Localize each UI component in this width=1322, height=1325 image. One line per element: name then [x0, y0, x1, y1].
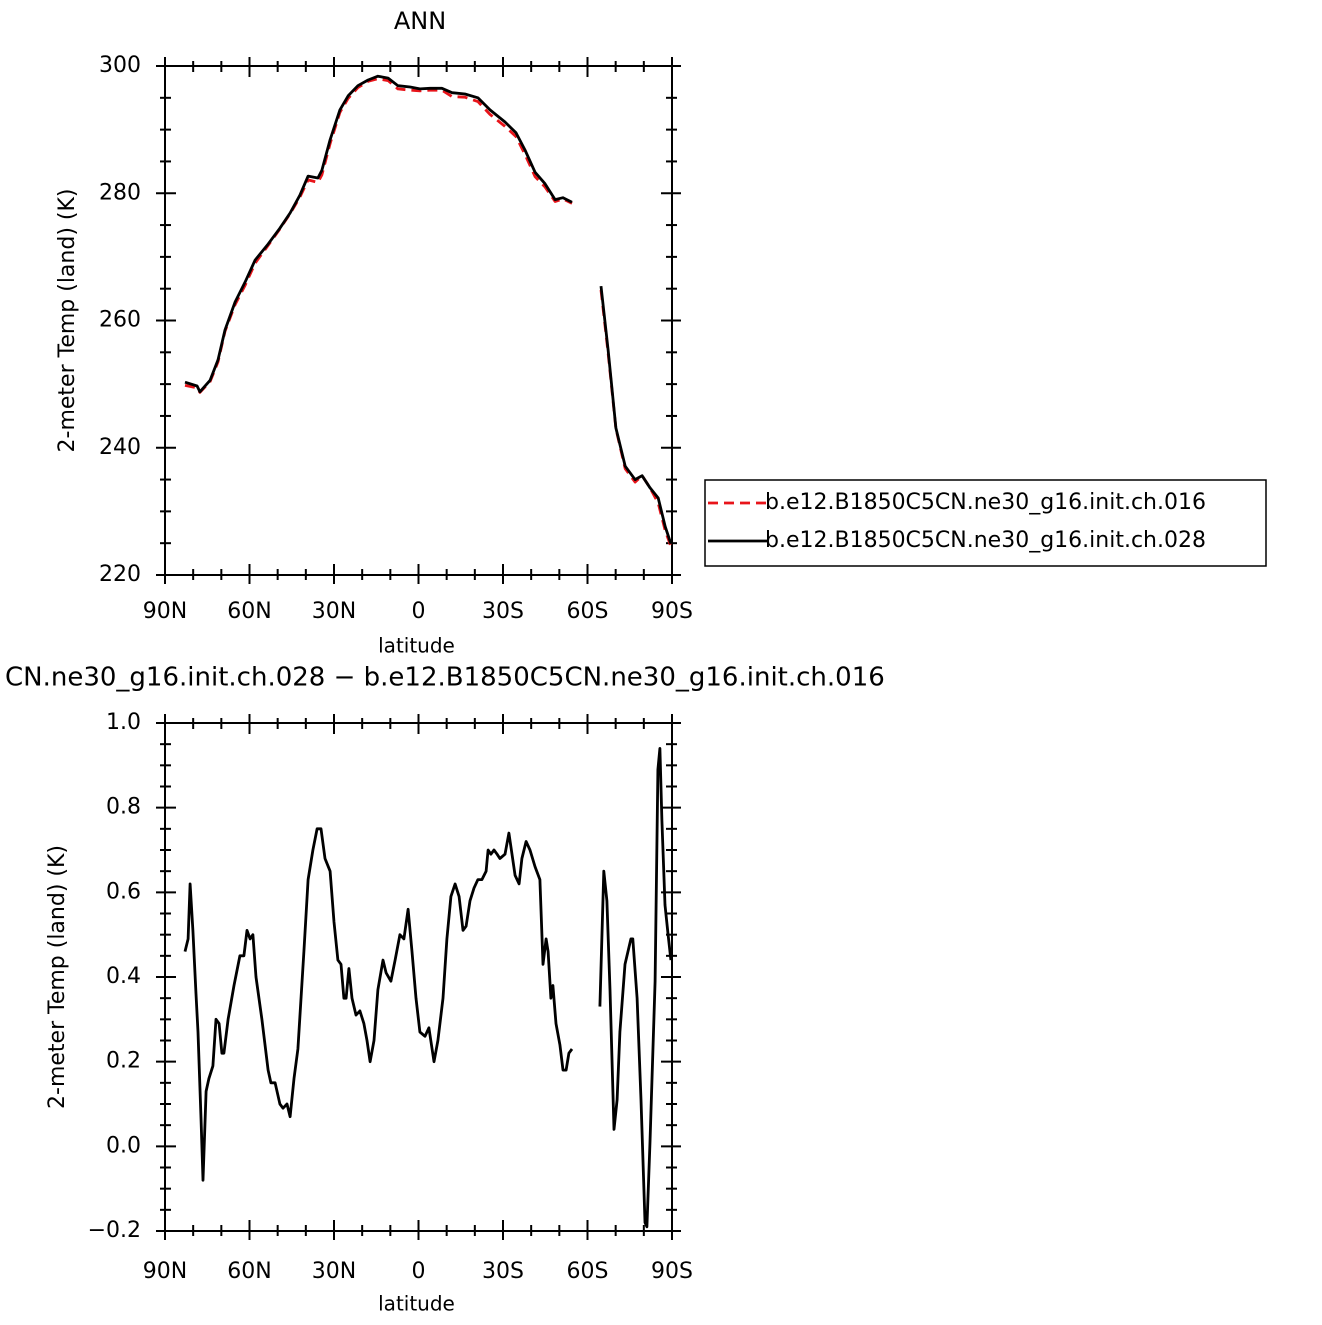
y-tick-label: 240 — [99, 435, 141, 460]
x-tick-label: 60N — [227, 1259, 271, 1284]
y-axis-label: 2-meter Temp (land) (K) — [45, 845, 70, 1109]
y-tick-label: −0.2 — [88, 1218, 141, 1243]
y-tick-label: 0.0 — [106, 1133, 141, 1158]
data-line — [183, 747, 673, 1229]
x-axis-label: latitude — [378, 634, 455, 658]
x-tick-label: 90N — [143, 599, 187, 624]
legend-box — [704, 479, 1267, 567]
y-tick-label: 1.0 — [106, 710, 141, 735]
y-tick-label: 280 — [99, 180, 141, 205]
x-tick-label: 90S — [651, 1259, 693, 1284]
x-tick-label: 0 — [412, 599, 426, 624]
y-tick-label: 260 — [99, 308, 141, 333]
y-axis-label: 2-meter Temp (land) (K) — [55, 189, 80, 453]
data-line — [184, 77, 673, 547]
chart-title: CN.ne30_g16.init.ch.028 − b.e12.B1850C5C… — [5, 663, 885, 693]
x-tick-label: 90S — [651, 599, 693, 624]
y-tick-label: 220 — [99, 562, 141, 587]
data-line — [184, 74, 673, 545]
x-tick-label: 60S — [567, 599, 609, 624]
x-tick-label: 90N — [143, 1259, 187, 1284]
plot-frame — [164, 722, 673, 1232]
plot-frame — [164, 65, 673, 576]
x-tick-label: 30S — [482, 1259, 524, 1284]
y-tick-label: 0.6 — [106, 879, 141, 904]
chart-title: ANN — [394, 7, 446, 35]
legend-label: b.e12.B1850C5CN.ne30_g16.init.ch.016 — [765, 490, 1206, 515]
x-tick-label: 0 — [412, 1259, 426, 1284]
x-tick-label: 60S — [567, 1259, 609, 1284]
y-tick-label: 300 — [99, 53, 141, 78]
y-tick-label: 0.2 — [106, 1049, 141, 1074]
x-axis-label: latitude — [378, 1292, 455, 1316]
legend-label: b.e12.B1850C5CN.ne30_g16.init.ch.028 — [765, 528, 1206, 553]
x-tick-label: 60N — [227, 599, 271, 624]
y-tick-label: 0.4 — [106, 964, 141, 989]
x-tick-label: 30N — [312, 1259, 356, 1284]
x-tick-label: 30S — [482, 599, 524, 624]
y-tick-label: 0.8 — [106, 795, 141, 820]
x-tick-label: 30N — [312, 599, 356, 624]
